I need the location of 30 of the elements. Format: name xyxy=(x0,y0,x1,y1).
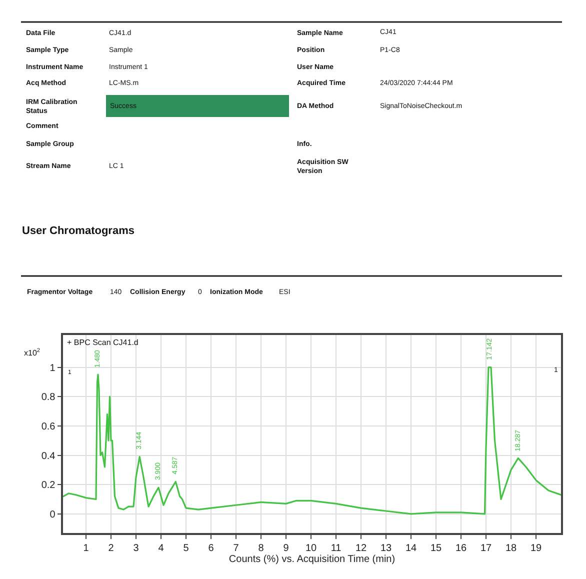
x-tick-label: 2 xyxy=(108,542,114,554)
x-axis-title: Counts (%) vs. Acquisition Time (min) xyxy=(228,554,396,565)
y-tick-label: 0 xyxy=(50,509,56,520)
x-tick-label: 8 xyxy=(258,542,264,554)
x-tick-label: 4 xyxy=(158,542,164,554)
x-tick-label: 3 xyxy=(133,542,140,554)
x-tick-label: 17 xyxy=(480,542,492,554)
x-tick-label: 7 xyxy=(233,542,240,554)
x-tick-label: 15 xyxy=(430,542,442,554)
y-tick-label: 0.2 xyxy=(41,480,56,492)
y-tick-label: 1 xyxy=(50,362,56,374)
x-tick-label: 11 xyxy=(330,542,342,554)
line-series xyxy=(63,366,561,515)
x-tick-label: 5 xyxy=(183,542,190,554)
x-tick-label: 1 xyxy=(83,542,90,554)
x-tick-label: 13 xyxy=(380,542,392,554)
y-tick-label: 0.6 xyxy=(41,421,56,432)
x-tick-label: 10 xyxy=(305,542,317,554)
x-tick-label: 6 xyxy=(208,542,214,554)
x-tick-label: 12 xyxy=(355,542,367,554)
x-tick-label: 19 xyxy=(530,542,542,554)
y-tick-label: 0.8 xyxy=(41,392,56,404)
x-tick-label: 14 xyxy=(405,542,417,554)
x-tick-label: 18 xyxy=(505,542,517,554)
chart-title: + BPC Scan CJ41.d xyxy=(67,338,138,347)
text: User Chromatograms xyxy=(22,225,134,237)
x-tick-label: 9 xyxy=(283,542,290,554)
text: x10$^{2}$ xyxy=(24,348,40,358)
x-tick-label: 16 xyxy=(455,542,467,554)
y-tick-label: 0.4 xyxy=(41,450,56,462)
